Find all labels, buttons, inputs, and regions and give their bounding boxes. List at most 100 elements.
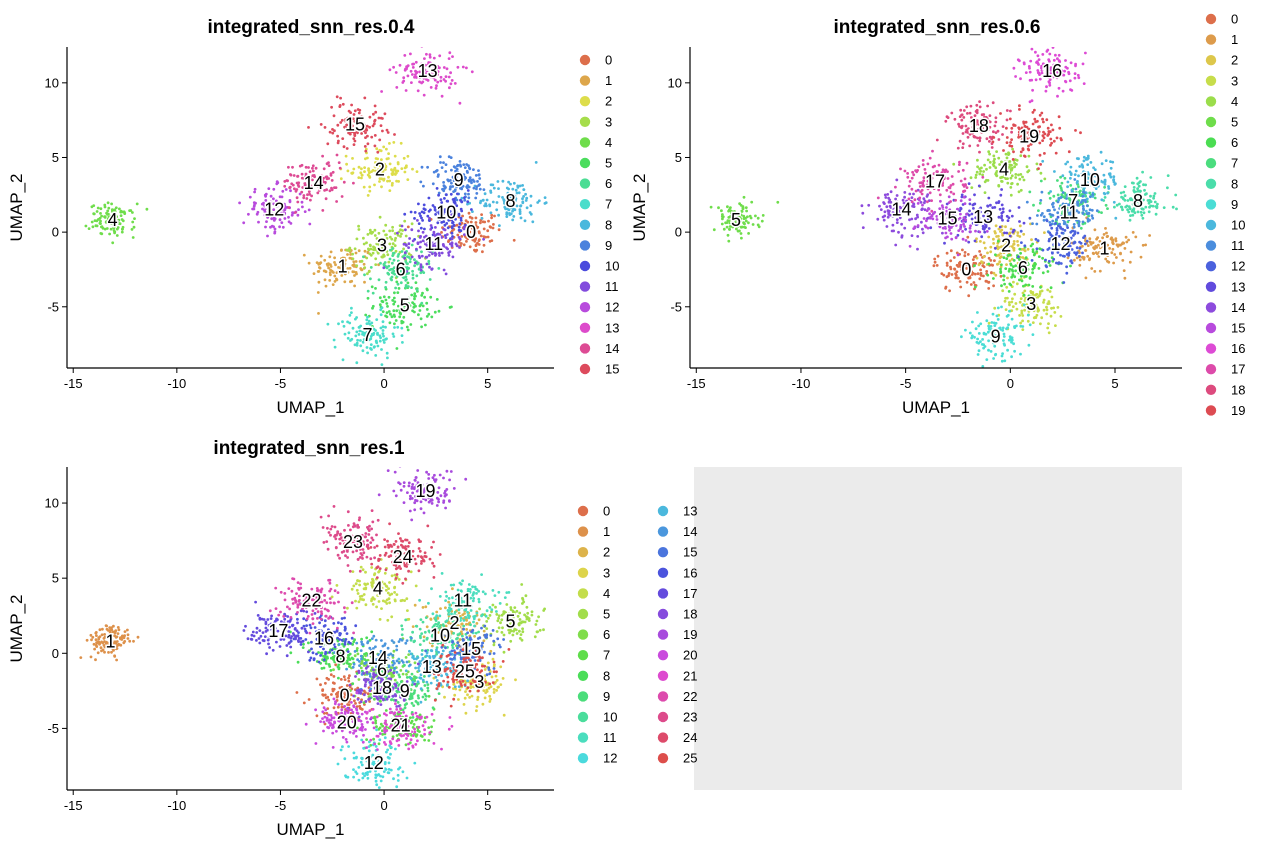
cell-point [976,272,980,276]
cell-point [405,67,408,71]
cell-point [961,230,964,233]
cell-point [403,170,407,174]
cell-point [447,600,450,604]
cell-point [304,175,308,178]
cell-point [945,221,949,225]
cell-point [392,141,396,144]
cell-point [400,319,404,323]
legend-label: 14 [605,341,619,356]
cell-point [964,261,967,264]
cell-point [978,100,981,103]
cell-point [966,253,970,256]
cell-point [987,324,990,328]
cell-point [308,170,312,174]
cell-point [975,216,979,220]
cell-point [449,192,453,196]
cell-point [295,691,299,694]
cell-point [986,158,990,162]
cell-point [95,224,99,228]
cell-point [270,217,274,221]
cell-point [388,179,391,183]
cell-point [1102,191,1106,195]
x-tick-label: 5 [1111,376,1118,391]
cell-point [97,637,101,641]
cell-point [1106,191,1109,195]
cell-point [279,211,282,215]
cell-point [1082,82,1086,85]
legend-swatch [1205,199,1217,210]
cell-point [729,209,733,213]
cell-point [341,137,345,141]
cell-point [475,192,479,195]
cell-point [916,215,919,219]
cell-point [393,599,397,603]
cell-point [1081,220,1085,224]
cell-point [938,207,942,211]
cell-point [904,206,907,209]
cell-point [1065,265,1068,269]
cell-point [1106,253,1109,257]
cell-point [382,295,386,299]
cell-point [449,71,452,75]
cluster-label: 9 [991,327,1001,347]
cluster-label: 6 [1018,258,1028,278]
cell-point [1041,62,1045,66]
cell-point [997,138,1001,141]
cell-point [294,211,297,214]
cell-point [385,351,389,355]
cell-point [309,198,312,202]
cell-point [970,116,973,119]
cell-point [906,175,910,179]
cell-point [510,620,514,624]
cell-point [945,261,949,265]
cell-point [378,699,382,703]
cell-point [891,223,895,227]
cell-point [423,208,427,212]
cell-point [135,202,139,206]
cell-point [281,225,285,229]
cell-point [975,170,979,174]
cell-point [413,310,416,314]
cell-point [995,314,999,318]
cell-point [431,73,435,77]
cell-point [1025,200,1029,204]
cell-point [405,325,409,329]
cell-point [93,219,97,223]
cell-point [420,81,423,85]
cell-point [1046,248,1050,251]
cell-point [513,194,517,198]
cell-point [733,210,736,213]
cell-point [487,219,490,223]
cell-point [375,147,379,151]
cell-point [433,310,437,314]
cell-point [926,226,930,230]
cell-point [455,223,459,227]
cell-point [376,344,380,348]
cell-point [377,168,380,171]
cell-point [393,322,396,326]
cell-point [501,626,504,630]
cell-point [979,271,983,275]
cell-point [442,245,446,248]
cell-point [458,688,462,692]
cell-point [1154,212,1158,216]
cell-point [392,296,396,300]
cell-point [444,606,447,610]
cell-point [106,644,110,648]
cell-point [298,164,302,168]
cell-point [355,341,359,345]
cell-point [340,118,344,122]
cell-point [980,131,984,134]
cell-point [423,72,426,76]
cell-point [994,166,998,170]
cell-point [99,646,103,650]
cell-point [460,200,464,204]
cell-point [371,577,374,581]
cell-point [341,358,345,362]
cell-point [454,687,458,691]
legend-swatch [579,137,591,148]
cell-point [717,206,720,210]
cell-point [410,222,414,226]
cell-point [326,142,330,146]
cell-point [476,698,479,701]
